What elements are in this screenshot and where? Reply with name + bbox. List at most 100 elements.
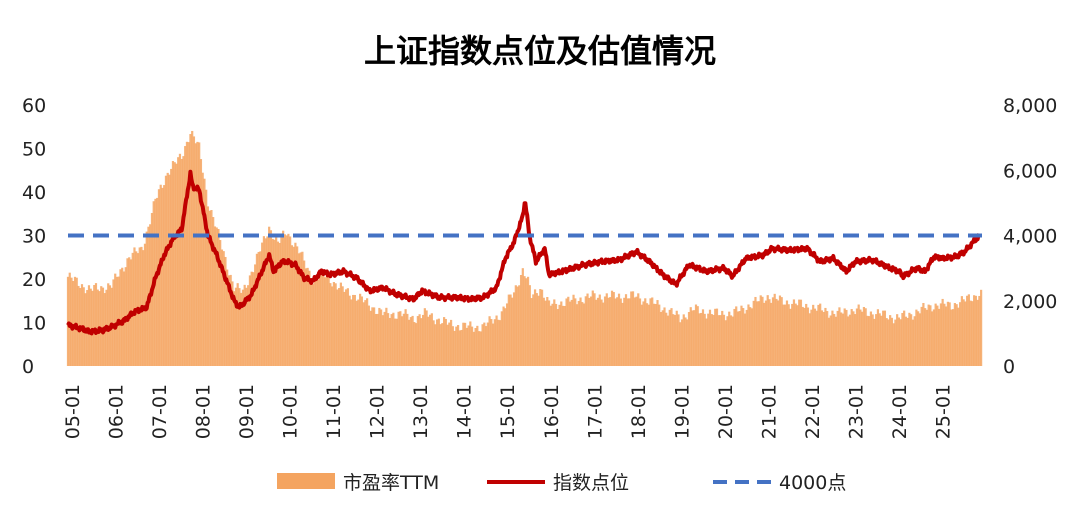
x-axis-tick-label: 14-01 [454,384,476,439]
x-axis-tick-label: 19-01 [671,384,693,439]
pe-bar [637,293,640,366]
pe-bar [387,313,390,366]
pe-bar [306,267,309,366]
pe-bar [366,298,369,366]
pe-bar [742,308,745,366]
pe-bar [138,247,141,366]
pe-bar [80,284,84,366]
pe-bar [250,271,253,366]
pe-bar [161,187,164,366]
pe-bar [100,286,103,366]
pe-bar [598,294,601,366]
pe-bar [551,303,554,366]
pe-bar [72,280,75,366]
pe-bar [570,299,573,366]
pe-bar [596,297,600,366]
pe-bar [897,317,901,366]
pe-bar [775,298,778,366]
pe-bar [841,313,845,366]
pe-bar [868,316,871,366]
pe-bar [255,253,259,366]
pe-bar [883,310,887,366]
pe-bar [649,298,652,366]
pe-bar [834,316,838,366]
pe-bar [722,314,726,366]
pe-bar [950,309,953,366]
pe-bar [901,312,904,366]
pe-bar [682,314,685,366]
pe-bar [917,311,920,366]
pe-bar [523,276,526,366]
pe-bar [479,331,482,366]
x-axis-tick-label: 10-01 [280,384,302,439]
pe-bar [560,301,563,366]
pe-bar [866,315,869,366]
left-axis-tick-label: 40 [22,182,46,204]
pe-bar [586,293,589,366]
pe-bar [684,317,687,366]
pe-bar [205,189,208,366]
pe-bar [502,306,505,366]
pe-bar [661,310,664,366]
pe-bar [191,130,194,366]
pe-bar [313,276,316,366]
pe-bar [537,295,540,366]
pe-bar [777,300,780,366]
pe-bar [612,292,615,366]
pe-bar [280,236,283,366]
pe-bar [401,316,404,366]
pe-bar [231,281,234,366]
pe-bar [952,309,955,366]
pe-bar [782,304,785,366]
pe-bar [542,297,545,366]
pe-bar [418,314,421,366]
pe-bar [327,274,330,366]
pe-bar [836,310,839,366]
pe-bar [528,285,531,366]
pe-bar [924,308,927,366]
pe-bar [549,305,552,366]
pe-bar [819,303,822,366]
pe-bar [112,279,115,366]
pe-bar [429,314,432,366]
pe-bar [395,318,398,366]
pe-bar [707,313,710,366]
pe-bar [399,311,402,366]
pe-bar [187,142,190,366]
pe-bar [896,314,899,366]
pe-bar [861,311,864,366]
pe-bar [310,280,313,366]
pe-bar [701,309,705,366]
pe-bar [470,326,474,366]
pe-bar [168,174,171,366]
x-axis-tick-label: 13-01 [410,384,432,439]
pe-bar [796,305,799,366]
pe-bar [432,320,435,366]
pe-bar [651,297,654,366]
pe-bar [960,296,963,366]
pe-bar [848,314,852,366]
pe-bar [437,318,440,366]
pe-bar [422,314,425,366]
pe-bar [721,310,724,366]
pe-bar [908,312,911,366]
pe-bar [178,153,182,366]
pe-bar [577,300,580,366]
pe-bar [808,313,811,366]
x-axis-tick-label: 23-01 [845,384,867,439]
pe-bar [563,305,566,366]
chart-title: 上证指数点位及估值情况 [364,32,716,70]
pe-bar [199,159,203,366]
pe-bar [918,313,921,366]
pe-bar [894,319,897,366]
pe-bar [93,285,96,366]
pe-bar [955,304,958,366]
pe-bar [352,294,355,366]
pe-bar [339,282,342,366]
pe-bar [845,309,848,366]
x-axis-tick-label: 09-01 [236,384,258,439]
pe-bar [787,304,790,366]
right-axis: 0 2,000 4,000 6,000 8,000 [1003,95,1057,378]
pe-bar [411,315,414,366]
pe-bar [477,331,481,366]
